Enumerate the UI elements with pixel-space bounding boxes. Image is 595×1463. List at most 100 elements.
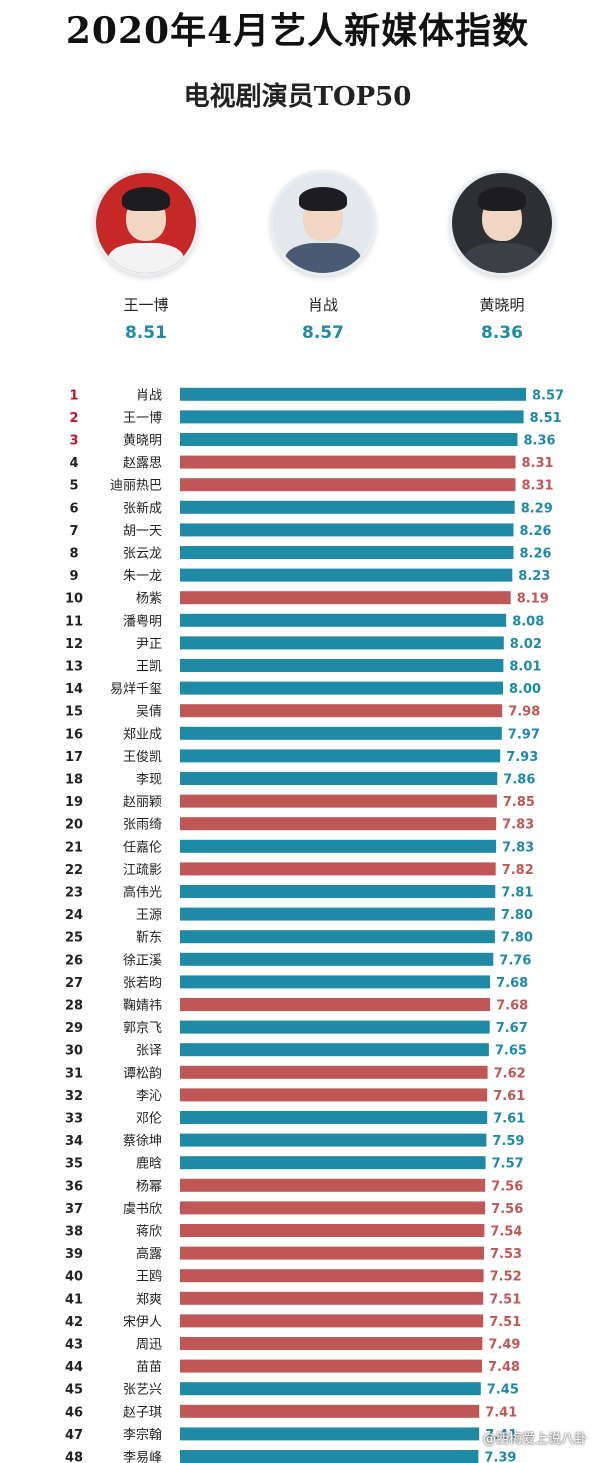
category-label: 蒋欣 — [136, 1225, 162, 1240]
rank-label: 47 — [65, 1428, 83, 1443]
bar — [180, 704, 503, 718]
bar — [180, 1427, 480, 1441]
bar — [180, 726, 502, 740]
category-label: 杨紫 — [136, 592, 162, 607]
data-label: 8.26 — [520, 547, 552, 562]
bar — [180, 1246, 484, 1260]
rank-label: 28 — [65, 999, 83, 1014]
data-label: 7.98 — [508, 705, 540, 720]
bar — [180, 1156, 486, 1170]
data-label: 8.02 — [510, 637, 542, 652]
bar — [180, 1291, 484, 1305]
category-label: 尹正 — [136, 637, 162, 652]
rank-label: 43 — [65, 1338, 83, 1353]
data-label: 8.31 — [522, 456, 554, 471]
rank-label: 8 — [69, 547, 78, 562]
bar — [180, 772, 498, 785]
data-label: 8.29 — [521, 501, 553, 516]
bar — [180, 862, 496, 876]
data-label: 7.93 — [506, 750, 538, 765]
bar — [180, 749, 501, 763]
category-label: 杨幂 — [136, 1179, 162, 1194]
bar — [180, 998, 491, 1011]
rank-label: 41 — [65, 1292, 83, 1307]
rank-label: 45 — [65, 1383, 83, 1398]
bar — [180, 410, 524, 424]
bar — [180, 930, 495, 944]
category-label: 迪丽热巴 — [110, 479, 162, 494]
rank-label: 12 — [65, 637, 83, 652]
rank-label: 29 — [65, 1021, 83, 1036]
data-label: 7.62 — [494, 1066, 526, 1081]
data-label: 7.83 — [502, 840, 534, 855]
rank-label: 19 — [65, 795, 83, 810]
category-label: 周迅 — [136, 1338, 162, 1353]
category-label: 高伟光 — [123, 885, 162, 901]
category-label: 黄晓明 — [123, 434, 162, 449]
rank-label: 40 — [65, 1270, 83, 1285]
category-label: 王鸥 — [136, 1269, 162, 1285]
rank-label: 14 — [65, 682, 83, 697]
rank-label: 39 — [65, 1247, 83, 1262]
podium-score: 8.36 — [481, 323, 523, 343]
bar — [180, 1088, 488, 1102]
category-label: 任嘉伦 — [123, 840, 162, 855]
category-label: 高露 — [136, 1246, 162, 1262]
avatar — [270, 170, 376, 276]
rank-label: 16 — [65, 727, 83, 742]
category-label: 苗苗 — [136, 1360, 162, 1375]
rank-label: 37 — [65, 1202, 83, 1217]
rank-label: 15 — [65, 705, 83, 720]
podium-second: 王一博 8.51 — [81, 170, 211, 343]
category-label: 李宗翰 — [123, 1427, 162, 1443]
rank-label: 13 — [65, 660, 83, 675]
category-label: 赵露思 — [123, 456, 162, 471]
category-label: 谭松韵 — [123, 1066, 162, 1081]
bar — [180, 500, 515, 514]
data-label: 7.80 — [501, 931, 533, 946]
rank-label: 44 — [65, 1360, 83, 1375]
data-label: 7.39 — [484, 1451, 516, 1463]
category-label: 郑业成 — [123, 727, 162, 742]
bar — [180, 387, 526, 401]
page-subtitle: 电视剧演员TOP50 — [183, 82, 412, 112]
bar — [180, 433, 518, 446]
data-label: 7.48 — [488, 1360, 520, 1375]
rank-label: 25 — [65, 931, 83, 946]
bar — [180, 1020, 490, 1034]
category-label: 肖战 — [136, 388, 162, 403]
bar — [180, 794, 497, 808]
bar — [180, 636, 504, 650]
category-label: 鞠婧祎 — [123, 999, 162, 1014]
category-label: 王一博 — [123, 411, 162, 426]
rank-label: 7 — [69, 524, 78, 539]
avatar — [93, 170, 199, 276]
rank-label: 27 — [65, 976, 83, 991]
rank-label: 24 — [65, 908, 83, 923]
bar — [180, 1133, 487, 1147]
data-label: 7.61 — [493, 1089, 525, 1104]
category-label: 张云龙 — [123, 547, 162, 562]
rank-label: 26 — [65, 953, 83, 968]
category-label: 李易峰 — [123, 1451, 162, 1463]
bar — [180, 1111, 488, 1124]
bar — [180, 613, 507, 627]
data-label: 7.61 — [493, 1112, 525, 1127]
podium-name: 肖战 — [307, 296, 338, 314]
avatar — [449, 170, 555, 276]
category-label: 王凯 — [136, 660, 162, 675]
rank-label: 21 — [65, 840, 83, 855]
bar — [180, 591, 511, 605]
bar — [180, 839, 497, 853]
bar — [180, 568, 513, 582]
category-label: 宋伊人 — [123, 1315, 162, 1330]
data-label: 7.59 — [492, 1134, 524, 1149]
podium-name: 王一博 — [123, 296, 169, 314]
category-label: 潘粤明 — [123, 613, 162, 629]
rank-label: 48 — [65, 1451, 83, 1463]
bar — [180, 1359, 482, 1373]
rank-label: 1 — [69, 388, 78, 403]
rank-label: 23 — [65, 886, 83, 901]
data-label: 8.00 — [509, 682, 541, 697]
data-label: 8.01 — [509, 660, 541, 675]
